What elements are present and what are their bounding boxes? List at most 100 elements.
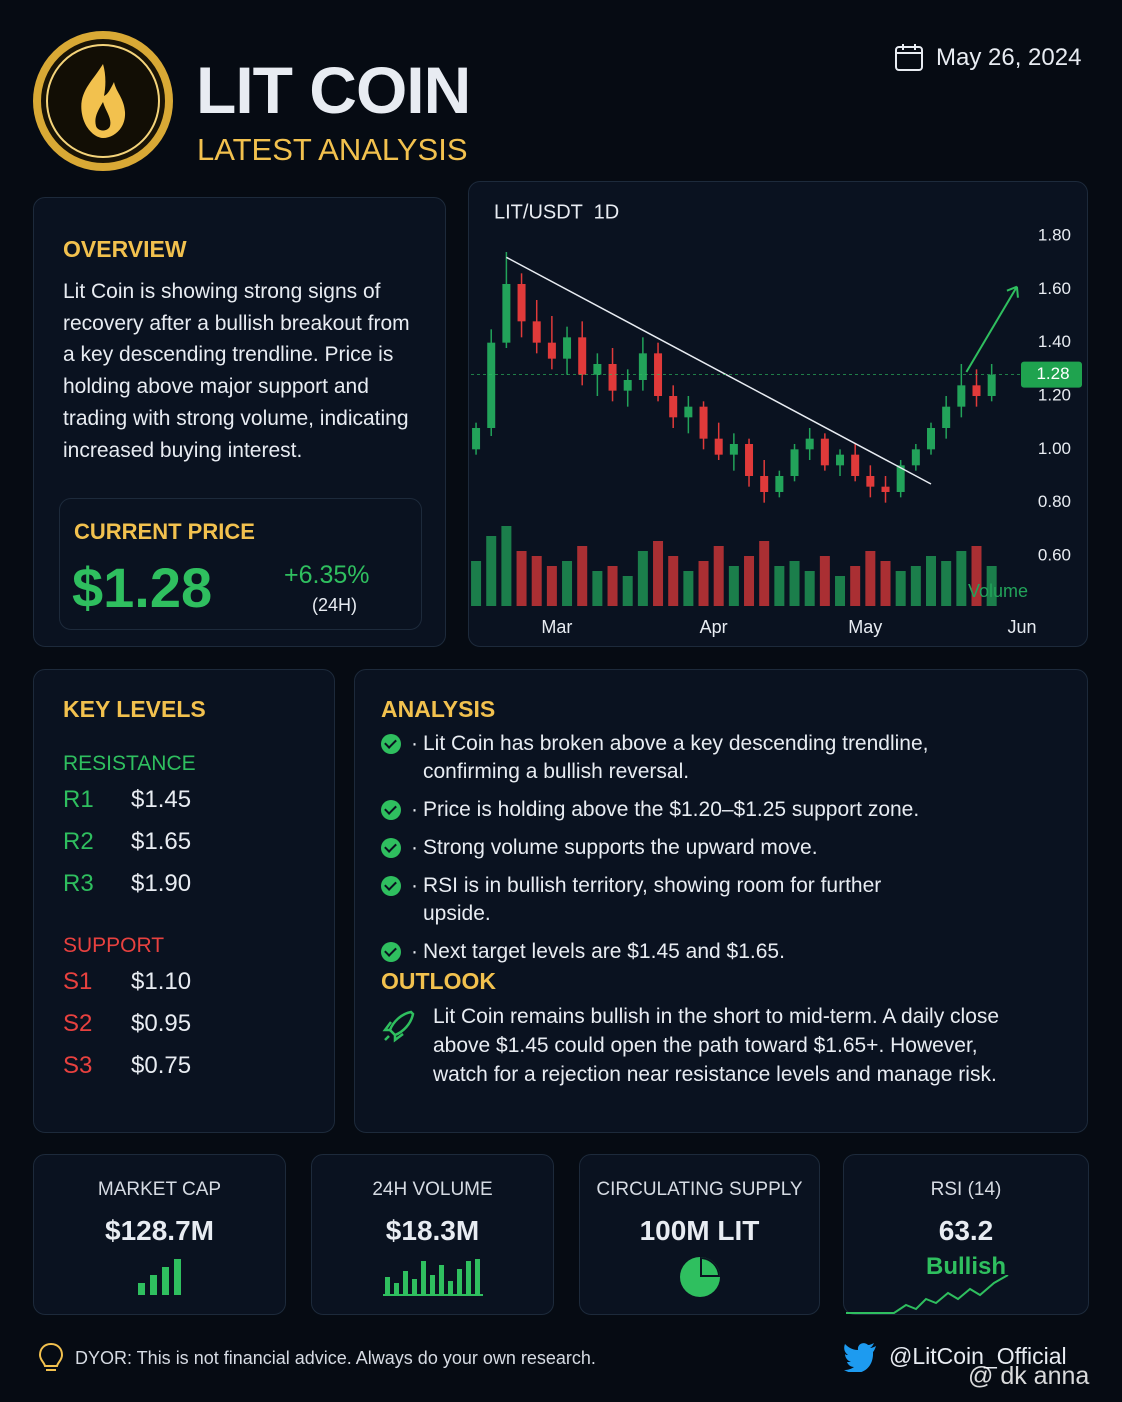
volume-bar bbox=[622, 576, 633, 606]
candle-body bbox=[532, 321, 541, 343]
volume-bar bbox=[926, 556, 937, 606]
analysis-heading: ANALYSIS bbox=[381, 696, 496, 722]
volume-bar bbox=[971, 546, 982, 606]
analysis-panel: ANALYSIS · Lit Coin has broken above a ke… bbox=[354, 669, 1088, 1133]
level-price: $0.95 bbox=[131, 1010, 192, 1037]
candle-body bbox=[563, 337, 572, 359]
y-tick-label: 1.40 bbox=[1038, 332, 1071, 351]
calendar-icon bbox=[895, 44, 923, 71]
price-heading: CURRENT PRICE bbox=[74, 519, 255, 544]
outlook-text: Lit Coin remains bullish in the short to… bbox=[433, 1005, 1000, 1086]
analysis-point: Price is holding above the $1.20–$1.25 s… bbox=[423, 798, 920, 821]
analysis-point: Strong volume supports the upward move. bbox=[423, 836, 818, 859]
candle-body bbox=[593, 364, 602, 375]
candle-body bbox=[714, 438, 723, 455]
resistance-heading: RESISTANCE bbox=[63, 752, 196, 775]
outlook-heading: OUTLOOK bbox=[381, 968, 496, 994]
rocket-icon bbox=[382, 1010, 415, 1043]
volume-bar bbox=[804, 571, 815, 606]
candle-body bbox=[805, 438, 814, 450]
candle-body bbox=[896, 465, 905, 492]
candle-body bbox=[684, 406, 693, 418]
chart-title: LIT/USDT 1D bbox=[494, 201, 619, 223]
volume-bar bbox=[501, 526, 512, 606]
price: $1.28 bbox=[72, 556, 213, 619]
candle-body bbox=[836, 454, 845, 466]
volume-bar bbox=[865, 551, 876, 606]
stat-value: $18.3M bbox=[385, 1215, 480, 1246]
volume-bar bbox=[986, 566, 997, 606]
candle-body bbox=[790, 449, 799, 476]
price-card: CURRENT PRICE $1.28 +6.35% (24H) bbox=[59, 498, 422, 630]
candle-body bbox=[638, 353, 647, 380]
y-tick-label: 0.80 bbox=[1038, 492, 1071, 511]
pie-icon bbox=[679, 1257, 720, 1297]
volume-bar bbox=[698, 561, 709, 606]
volume-bar bbox=[910, 566, 921, 606]
x-tick-label: May bbox=[848, 617, 882, 637]
candle-body bbox=[987, 374, 996, 396]
logo bbox=[33, 31, 173, 171]
support-heading: SUPPORT bbox=[63, 934, 165, 957]
volume-bar bbox=[759, 541, 770, 606]
level-price: $1.90 bbox=[131, 870, 192, 897]
y-tick-label: 1.00 bbox=[1038, 439, 1071, 458]
candle-body bbox=[729, 444, 738, 455]
candle-body bbox=[760, 476, 769, 492]
volume-bar bbox=[728, 566, 739, 606]
y-tick-label: 1.80 bbox=[1038, 225, 1071, 244]
levels-panel: KEY LEVELS RESISTANCE R1 $1.45 R2 $1.65 R3… bbox=[33, 669, 335, 1133]
volume-bar bbox=[531, 556, 542, 606]
price-change: +6.35% bbox=[284, 561, 370, 589]
handle: @LitCoin_Official bbox=[889, 1343, 1067, 1369]
volume-bar bbox=[744, 556, 755, 606]
candle-body bbox=[472, 428, 481, 450]
candle-body bbox=[972, 385, 981, 396]
analysis-point: RSI is in bullish territory, showing roo… bbox=[423, 874, 882, 925]
y-tick-label: 1.60 bbox=[1038, 279, 1071, 298]
x-tick-label: Jun bbox=[1007, 617, 1036, 637]
candle-body bbox=[927, 428, 936, 450]
last-price-tag bbox=[1021, 361, 1082, 388]
candle-body bbox=[699, 406, 708, 439]
stat-label: 24H VOLUME bbox=[372, 1179, 493, 1200]
support-list: S1 $1.10 S2 $0.95 S3 $0.75 bbox=[63, 968, 191, 1094]
resistance-list: R1 $1.45 R2 $1.65 R3 $1.90 bbox=[63, 786, 191, 912]
stat-card: MARKET CAP $128.7M bbox=[33, 1154, 286, 1315]
chart: LIT/USDT 1D 0.60 0.80 1.00 1.20 1.40 1.60 1.80… bbox=[471, 201, 1082, 637]
volume-bar bbox=[486, 536, 497, 606]
trendline bbox=[506, 256, 932, 485]
target-arrow bbox=[965, 286, 1018, 373]
title: LIT COIN bbox=[196, 53, 471, 127]
volume-bar bbox=[713, 546, 724, 606]
last-price-label: 1.28 bbox=[1036, 364, 1069, 383]
bulb-icon bbox=[38, 1342, 64, 1371]
volume-icon bbox=[382, 1259, 483, 1296]
stat-card: RSI (14) 63.2 Bullish bbox=[843, 1154, 1089, 1315]
volume-bar bbox=[562, 561, 573, 606]
candle-body bbox=[669, 396, 678, 418]
volume-bar bbox=[637, 551, 648, 606]
levels-heading: KEY LEVELS bbox=[63, 696, 206, 722]
volume-bar bbox=[880, 561, 891, 606]
candle-body bbox=[851, 454, 860, 476]
level-name: S1 bbox=[63, 968, 93, 995]
y-tick-label: 0.60 bbox=[1038, 545, 1071, 564]
chart-panel: LIT/USDT 1D 0.60 0.80 1.00 1.20 1.40 1.60 1.80… bbox=[468, 181, 1088, 647]
volume-bar bbox=[835, 576, 846, 606]
twitter-icon bbox=[844, 1343, 876, 1372]
candle-body bbox=[942, 406, 951, 428]
level-name: R1 bbox=[63, 786, 94, 813]
candle-body bbox=[866, 476, 875, 487]
arrow-head bbox=[1006, 285, 1019, 298]
overview-text: Lit Coin is showing strong signs of reco… bbox=[63, 280, 410, 462]
candle-body bbox=[547, 342, 556, 359]
disclaimer: DYOR: This is not financial advice. Alwa… bbox=[75, 1348, 596, 1368]
bars-icon bbox=[137, 1259, 181, 1295]
volume-bar bbox=[774, 566, 785, 606]
analysis-point: Lit Coin has broken above a key descendi… bbox=[423, 732, 929, 783]
level-name: R3 bbox=[63, 870, 94, 897]
candle-body bbox=[517, 284, 526, 322]
volume-bar bbox=[516, 551, 527, 606]
